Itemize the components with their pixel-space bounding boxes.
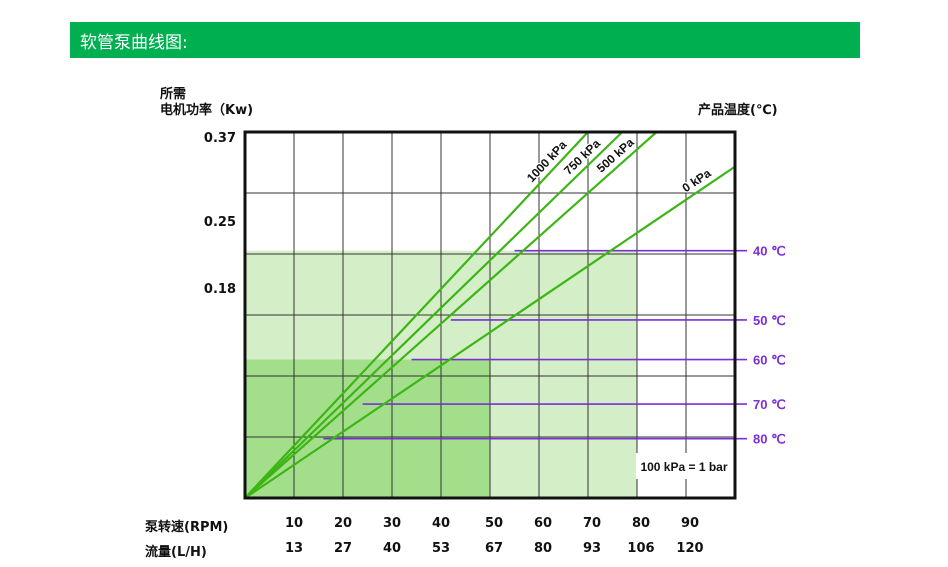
plot-border xyxy=(243,130,737,500)
page-title: 软管泵曲线图: xyxy=(80,33,188,53)
y-tick-label: 0.25 xyxy=(203,215,236,230)
rpm-tick-label: 20 xyxy=(333,516,353,531)
rpm-tick-label: 50 xyxy=(484,516,504,531)
y-axis-label-line2: 电机功率（Kw) xyxy=(160,103,254,118)
series-label: 0 kPa xyxy=(680,166,714,195)
flow-tick-label: 106 xyxy=(627,541,655,556)
temperature-label: 40 ℃ xyxy=(753,244,786,259)
pressure-line xyxy=(244,131,658,499)
pressure-line xyxy=(244,165,736,499)
right-axis-label: 产品温度(℃) xyxy=(698,103,778,118)
pressure-line xyxy=(244,131,624,499)
y-axis-label-line1: 所需 xyxy=(160,87,187,102)
rpm-tick-label: 30 xyxy=(382,516,402,531)
title-banner: 软管泵曲线图: xyxy=(70,22,860,58)
temperature-label: 80 ℃ xyxy=(753,432,786,447)
y-tick-label: 0.18 xyxy=(203,282,236,297)
x-row1-label: 泵转速(RPM) xyxy=(145,520,229,535)
rpm-tick-label: 90 xyxy=(680,516,700,531)
rpm-tick-label: 40 xyxy=(431,516,451,531)
temperature-label: 50 ℃ xyxy=(753,313,786,328)
flow-tick-label: 120 xyxy=(676,541,704,556)
rpm-tick-label: 80 xyxy=(631,516,651,531)
rpm-tick-label: 60 xyxy=(533,516,553,531)
temperature-label: 70 ℃ xyxy=(753,397,786,412)
flow-tick-label: 40 xyxy=(382,541,402,556)
x-row2-label: 流量(L/H) xyxy=(145,545,207,560)
series-label: 1000 kPa xyxy=(524,138,570,185)
flow-tick-label: 53 xyxy=(431,541,451,556)
flow-tick-label: 93 xyxy=(582,541,602,556)
flow-tick-label: 80 xyxy=(533,541,553,556)
shaded-region xyxy=(245,359,490,498)
flow-tick-label: 13 xyxy=(284,541,304,556)
flow-tick-label: 67 xyxy=(484,541,504,556)
temperature-label: 60 ℃ xyxy=(753,353,786,368)
rpm-tick-label: 10 xyxy=(284,516,304,531)
note-box xyxy=(636,453,733,479)
rpm-tick-label: 70 xyxy=(582,516,602,531)
pressure-line xyxy=(244,131,589,499)
note-text: 100 kPa = 1 bar xyxy=(640,460,727,474)
y-tick-label: 0.37 xyxy=(203,131,236,146)
flow-tick-label: 27 xyxy=(333,541,353,556)
